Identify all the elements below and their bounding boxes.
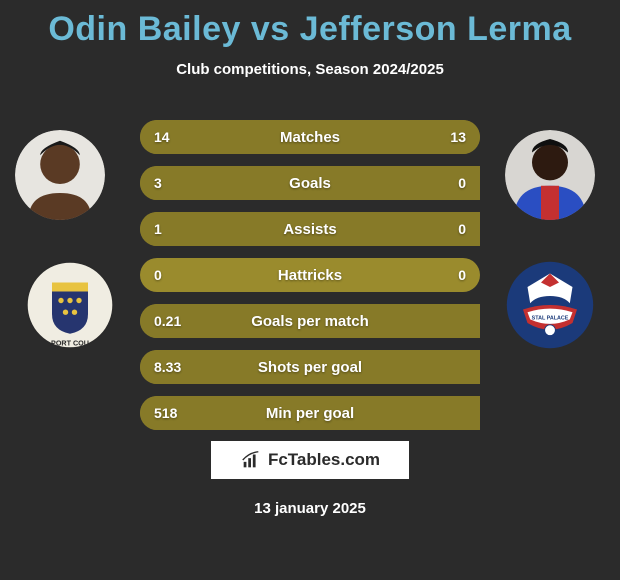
crest-icon: STAL PALACE	[505, 260, 595, 350]
fctables-logo: FcTables.com	[210, 440, 410, 480]
stat-row: 1 Assists 0	[140, 212, 480, 246]
stat-label: Goals	[289, 175, 331, 192]
stat-label: Min per goal	[266, 405, 354, 422]
player-right-avatar	[505, 130, 595, 220]
stat-label: Matches	[280, 129, 340, 146]
stat-value-left: 0	[154, 267, 162, 283]
stat-value-right: 0	[458, 267, 466, 283]
date-text: 13 january 2025	[0, 500, 620, 517]
svg-text:STAL PALACE: STAL PALACE	[532, 315, 569, 321]
stat-row: 0 Hattricks 0	[140, 258, 480, 292]
avatar-placeholder-icon	[15, 130, 105, 220]
club-left-crest: PORT COU	[25, 260, 115, 350]
stat-label: Assists	[283, 221, 336, 238]
subtitle: Club competitions, Season 2024/2025	[0, 61, 620, 78]
page-title: Odin Bailey vs Jefferson Lerma	[0, 0, 620, 49]
stat-value-left: 14	[154, 129, 170, 145]
stat-label: Shots per goal	[258, 359, 362, 376]
stat-value-right: 13	[450, 129, 466, 145]
stat-label: Goals per match	[251, 313, 369, 330]
stat-value-left: 1	[154, 221, 162, 237]
stat-row: 8.33 Shots per goal	[140, 350, 480, 384]
stat-label: Hattricks	[278, 267, 342, 284]
logo-text: FcTables.com	[268, 450, 380, 470]
stat-row: 518 Min per goal	[140, 396, 480, 430]
stat-row: 14 Matches 13	[140, 120, 480, 154]
stat-value-right: 0	[458, 175, 466, 191]
stat-row: 3 Goals 0	[140, 166, 480, 200]
stat-value-left: 0.21	[154, 313, 181, 329]
stat-row: 0.21 Goals per match	[140, 304, 480, 338]
stat-value-left: 3	[154, 175, 162, 191]
stats-bars: 14 Matches 13 3 Goals 0 1 Assists 0 0 Hattricks 0 0.…	[140, 120, 480, 442]
crest-icon: PORT COU	[25, 260, 115, 350]
svg-text:PORT COU: PORT COU	[51, 339, 89, 348]
stat-value-right: 0	[458, 221, 466, 237]
stat-value-left: 8.33	[154, 359, 181, 375]
stat-value-left: 518	[154, 405, 177, 421]
club-right-crest: STAL PALACE	[505, 260, 595, 350]
avatar-placeholder-icon	[505, 130, 595, 220]
player-left-avatar	[15, 130, 105, 220]
bars-chart-icon	[240, 449, 262, 471]
